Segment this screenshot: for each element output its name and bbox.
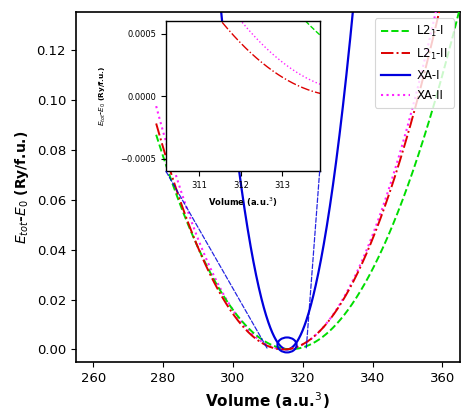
Legend: L2$_1$-I, L2$_1$-II, XA-I, XA-II: L2$_1$-I, L2$_1$-II, XA-I, XA-II	[375, 18, 454, 108]
X-axis label: Volume (a.u.$^3$): Volume (a.u.$^3$)	[206, 390, 330, 411]
Y-axis label: $E_{tot}$-$E_0$ (Ry/f.u.): $E_{tot}$-$E_0$ (Ry/f.u.)	[13, 131, 31, 244]
